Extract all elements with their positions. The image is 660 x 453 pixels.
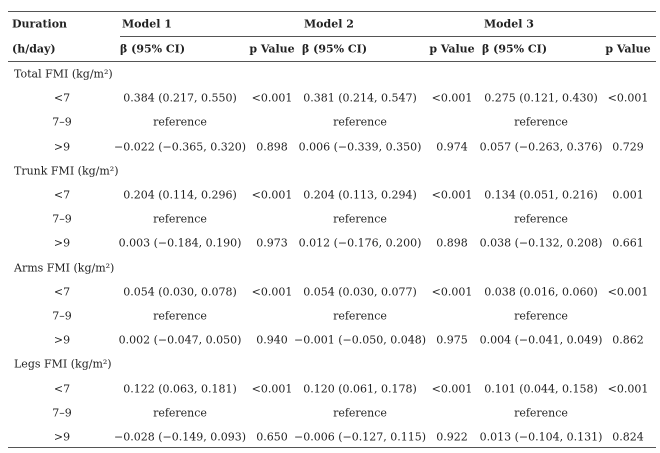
header-cell: p Value [249, 42, 295, 56]
cell: 0.204 (0.113, 0.294) [303, 188, 417, 202]
row-label: <7 [53, 382, 71, 396]
cell: <0.001 [431, 285, 473, 299]
cell: <0.001 [251, 285, 293, 299]
cell: 0.101 (0.044, 0.158) [484, 382, 598, 396]
cell: 0.003 (−0.184, 0.190) [118, 236, 242, 250]
cell: 0.862 [612, 333, 644, 347]
cell: 0.898 [256, 140, 288, 154]
cell: 0.038 (−0.132, 0.208) [479, 236, 603, 250]
header-cell: β (95% CI) [302, 42, 368, 56]
row-label: >9 [53, 430, 71, 444]
row-label: >9 [53, 236, 71, 250]
cell: <0.001 [431, 382, 473, 396]
header-cell: p Value [429, 42, 475, 56]
cell: 0.002 (−0.047, 0.050) [118, 333, 242, 347]
rule [8, 447, 656, 448]
cell: 0.057 (−0.263, 0.376) [479, 140, 603, 154]
cell: <0.001 [251, 188, 293, 202]
cell: reference [153, 115, 207, 129]
cell: reference [153, 309, 207, 323]
cell: −0.006 (−0.127, 0.115) [294, 430, 426, 444]
header-cell: Duration [12, 17, 68, 31]
row-label: <7 [53, 285, 71, 299]
group-title: Trunk FMI (kg/m²) [14, 164, 119, 178]
cell: 0.038 (0.016, 0.060) [484, 285, 598, 299]
cell: reference [333, 212, 387, 226]
cell: <0.001 [251, 91, 293, 105]
row-label: 7–9 [52, 115, 72, 129]
cell: 0.004 (−0.041, 0.049) [479, 333, 603, 347]
cell: 0.013 (−0.104, 0.131) [479, 430, 603, 444]
cell: 0.054 (0.030, 0.077) [303, 285, 417, 299]
cell: 0.940 [256, 333, 288, 347]
row-label: >9 [53, 333, 71, 347]
cell: <0.001 [607, 285, 649, 299]
cell: <0.001 [607, 91, 649, 105]
cell: −0.022 (−0.365, 0.320) [114, 140, 246, 154]
row-label: 7–9 [52, 212, 72, 226]
header-cell: (h/day) [12, 42, 56, 56]
cell: reference [514, 309, 568, 323]
cell: reference [333, 115, 387, 129]
cell: 0.275 (0.121, 0.430) [484, 91, 598, 105]
cell: 0.824 [612, 430, 644, 444]
header-cell: β (95% CI) [482, 42, 548, 56]
cell: reference [333, 406, 387, 420]
cell: reference [514, 115, 568, 129]
cell: reference [153, 212, 207, 226]
header-cell: Model 2 [304, 17, 354, 31]
header-cell: p Value [605, 42, 651, 56]
cell: 0.729 [612, 140, 644, 154]
rule [8, 11, 656, 12]
cell: reference [153, 406, 207, 420]
cell: reference [514, 212, 568, 226]
row-label: <7 [53, 188, 71, 202]
row-label: >9 [53, 140, 71, 154]
cell: 0.001 [612, 188, 644, 202]
cell: −0.001 (−0.050, 0.048) [294, 333, 426, 347]
cell: reference [514, 406, 568, 420]
group-title: Legs FMI (kg/m²) [14, 357, 112, 371]
cell: 0.122 (0.063, 0.181) [123, 382, 237, 396]
group-title: Arms FMI (kg/m²) [14, 261, 115, 275]
group-title: Total FMI (kg/m²) [14, 67, 113, 81]
cell: 0.384 (0.217, 0.550) [123, 91, 237, 105]
rule [8, 61, 656, 62]
cell: 0.898 [436, 236, 468, 250]
cell: 0.974 [436, 140, 468, 154]
row-label: 7–9 [52, 406, 72, 420]
cell: 0.054 (0.030, 0.078) [123, 285, 237, 299]
cell: <0.001 [431, 91, 473, 105]
cell: 0.975 [436, 333, 468, 347]
cell: 0.006 (−0.339, 0.350) [298, 140, 422, 154]
cell: 0.204 (0.114, 0.296) [123, 188, 237, 202]
row-label: 7–9 [52, 309, 72, 323]
cell: 0.973 [256, 236, 288, 250]
cell: 0.650 [256, 430, 288, 444]
header-cell: Model 1 [122, 17, 172, 31]
header-cell: β (95% CI) [120, 42, 186, 56]
cell: <0.001 [251, 382, 293, 396]
cell: 0.922 [436, 430, 468, 444]
cell: −0.028 (−0.149, 0.093) [114, 430, 246, 444]
cell: 0.661 [612, 236, 644, 250]
cell: 0.120 (0.061, 0.178) [303, 382, 417, 396]
header-cell: Model 3 [484, 17, 534, 31]
cell: 0.134 (0.051, 0.216) [484, 188, 598, 202]
cell: <0.001 [431, 188, 473, 202]
row-label: <7 [53, 91, 71, 105]
cell: reference [333, 309, 387, 323]
rule [120, 36, 656, 37]
cell: <0.001 [607, 382, 649, 396]
cell: 0.012 (−0.176, 0.200) [298, 236, 422, 250]
cell: 0.381 (0.214, 0.547) [303, 91, 417, 105]
